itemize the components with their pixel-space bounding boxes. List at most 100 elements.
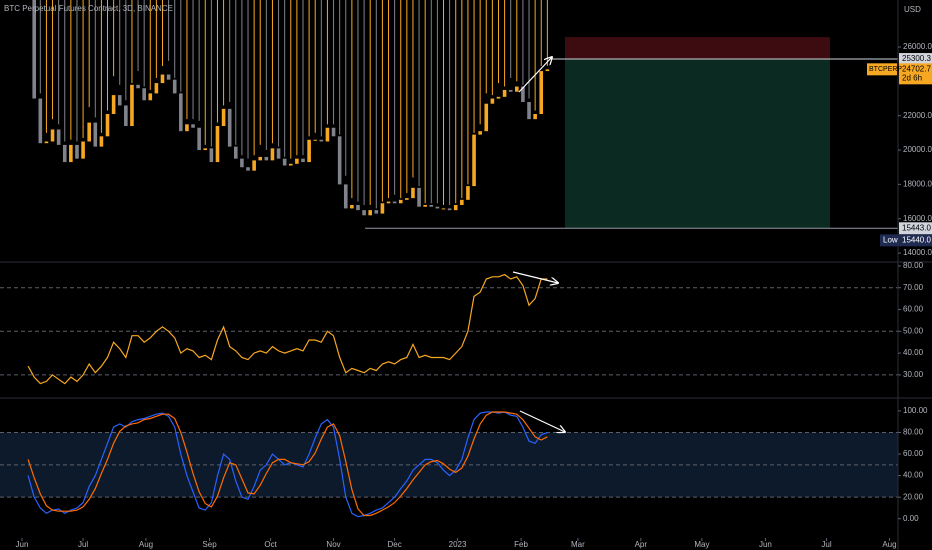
candle-body: [234, 146, 238, 159]
y-tick-label: 60.00: [903, 449, 924, 458]
candle-body: [472, 134, 476, 187]
last-label: 24702.7: [902, 64, 931, 73]
candle-body: [331, 127, 336, 137]
arrow: [512, 271, 558, 283]
target-zone: [565, 59, 830, 229]
countdown: 2d 6h: [902, 73, 922, 82]
candle-body: [301, 158, 305, 163]
candle-body: [521, 86, 525, 102]
candle-body: [490, 98, 495, 104]
candle-body: [32, 0, 37, 99]
candle-body: [539, 71, 544, 115]
y-tick-label: 80.00: [903, 428, 924, 437]
candle-body: [496, 96, 501, 99]
candle-body: [527, 101, 531, 120]
y-tick-label: 80.00: [903, 261, 924, 270]
candle-body: [191, 124, 195, 128]
candle-body: [313, 139, 318, 141]
candle-body: [75, 144, 79, 159]
candle-body: [160, 74, 165, 84]
x-tick-label: Jul: [821, 540, 831, 549]
candle-body: [282, 158, 287, 166]
candle-body: [508, 89, 513, 92]
candle-body: [307, 139, 311, 163]
y-tick-label: 26000.0: [903, 42, 932, 51]
symbol-tag: [867, 63, 897, 76]
candle-body: [453, 204, 458, 211]
candle-body: [38, 98, 43, 144]
candle-body: [240, 158, 244, 168]
candle-body: [136, 84, 140, 89]
candle-body: [368, 210, 372, 216]
x-tick-label: May: [694, 540, 709, 549]
chart-title: BTC Perpetual Futures Contract, 3D, BINA…: [4, 4, 173, 13]
symbol-label: BTCPERP: [869, 66, 902, 73]
candle-body: [142, 88, 146, 101]
candle-body: [405, 198, 409, 200]
x-tick-label: Aug: [882, 540, 896, 549]
y-tick-label: 20.00: [903, 492, 924, 501]
low-label: 15440.0: [902, 235, 931, 244]
candle-body: [93, 122, 98, 147]
candle-body: [130, 84, 134, 127]
low-tag: [880, 234, 932, 247]
y-tick-label: 16000.0: [903, 214, 932, 223]
candle-body: [99, 136, 104, 147]
plot-layer: [0, 0, 898, 518]
candle-body: [197, 127, 201, 151]
candle-body: [398, 199, 403, 204]
candle-body: [252, 160, 256, 171]
candle-body: [325, 127, 330, 142]
candle-body: [264, 156, 269, 161]
y-tick-label: 22000.0: [903, 111, 932, 120]
y-tick-label: 70.00: [903, 283, 924, 292]
candle-body: [246, 167, 250, 171]
candle-body: [166, 74, 171, 80]
arrow: [518, 57, 552, 93]
low-name: Low: [883, 235, 898, 244]
last-tag: [899, 63, 932, 85]
candle-body: [478, 131, 482, 135]
x-tick-label: Jun: [16, 540, 29, 549]
candle-body: [337, 136, 342, 185]
candle-body: [276, 148, 281, 159]
candle-body: [362, 210, 366, 216]
candle-body: [356, 204, 360, 211]
candle-body: [484, 103, 489, 132]
target-tag: [899, 222, 932, 235]
candle-body: [441, 208, 446, 210]
candle-body: [185, 124, 189, 132]
y-tick-label: 40.00: [903, 471, 924, 480]
candle-body: [227, 108, 232, 147]
y-tick-label: 14000.0: [903, 248, 932, 257]
candle-body: [62, 144, 67, 163]
candle-body: [435, 206, 440, 209]
candle-body: [502, 89, 507, 97]
x-tick-label: Feb: [514, 540, 528, 549]
x-tick-label: 2023: [449, 540, 467, 549]
candle-body: [447, 208, 452, 211]
y-tick-label: 0.00: [903, 514, 919, 523]
candle-body: [460, 199, 464, 205]
candle-body: [81, 141, 85, 159]
candle-body: [392, 201, 397, 204]
candle-body: [111, 95, 116, 115]
candle-body: [386, 201, 391, 204]
candle-body: [423, 204, 427, 207]
x-tick-label: Dec: [388, 540, 402, 549]
candle-body: [343, 184, 348, 209]
candle-body: [466, 186, 470, 200]
candle-body: [258, 156, 263, 161]
candle-body: [105, 114, 110, 137]
entry-label: 25300.3: [902, 54, 931, 63]
candle-body: [44, 141, 49, 144]
candle-body: [380, 203, 385, 214]
target-label: 15443.0: [902, 223, 931, 232]
candle-body: [56, 129, 61, 145]
candle-body: [270, 148, 275, 161]
candle-body: [288, 163, 293, 166]
candle-body: [179, 93, 183, 132]
candle-body: [221, 108, 226, 127]
series-line: [27, 273, 548, 385]
